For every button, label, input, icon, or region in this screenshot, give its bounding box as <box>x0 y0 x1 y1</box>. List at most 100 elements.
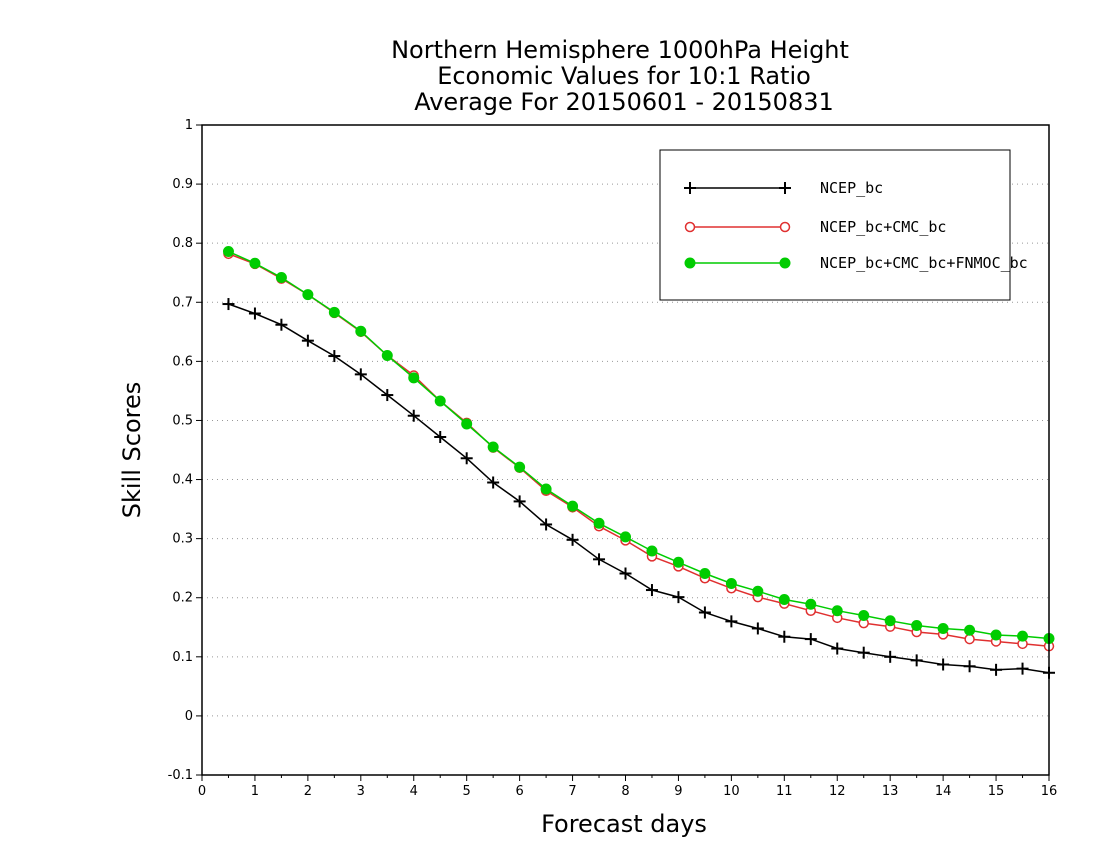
data-point <box>698 606 711 619</box>
data-point <box>990 629 1002 641</box>
data-point <box>752 585 764 597</box>
data-point <box>593 553 606 566</box>
legend-marker <box>684 221 696 233</box>
data-point <box>858 609 870 621</box>
data-point <box>487 441 499 453</box>
data-point <box>407 409 420 422</box>
legend-box <box>659 149 1011 301</box>
y-tick-label: 0 <box>185 709 193 724</box>
data-point <box>434 395 446 407</box>
data-point <box>672 556 684 568</box>
x-tick-label: 12 <box>829 784 846 799</box>
y-tick-label: 1 <box>185 118 193 133</box>
data-point <box>1017 630 1029 642</box>
plot-frame <box>201 124 1050 776</box>
y-tick-label: 0.3 <box>172 532 193 547</box>
data-point <box>567 500 579 512</box>
y-tick-label: 0.4 <box>172 473 193 488</box>
x-tick-label: 13 <box>882 784 899 799</box>
chart-title-line-3: Average For 20150601 - 20150831 <box>414 88 834 116</box>
y-tick-label: 0.1 <box>172 650 193 665</box>
data-point <box>302 289 314 301</box>
x-tick-label: 0 <box>198 784 206 799</box>
y-tick-label: 0.2 <box>172 591 193 606</box>
data-point <box>699 568 711 579</box>
data-point <box>778 630 791 643</box>
data-point <box>619 567 632 580</box>
x-tick-label: 11 <box>776 784 793 799</box>
x-axis-label: Forecast days <box>541 810 707 838</box>
data-point <box>381 389 394 402</box>
data-point <box>540 483 552 495</box>
data-point <box>540 518 553 531</box>
data-point <box>248 307 261 320</box>
legend-entry: NCEP_bc+CMC_bc <box>684 218 946 236</box>
data-point <box>805 598 817 610</box>
x-tick-label: 14 <box>935 784 952 799</box>
data-point <box>804 633 817 646</box>
x-tick-label: 15 <box>988 784 1005 799</box>
x-tick-label: 7 <box>568 784 576 799</box>
data-point <box>275 318 288 331</box>
data-point <box>964 624 976 636</box>
y-axis-label: Skill Scores <box>118 382 146 519</box>
series-line <box>228 250 1050 640</box>
data-point <box>831 642 844 655</box>
plot-series <box>222 245 1055 679</box>
axis-ticks: -0.100.10.20.30.40.50.60.70.80.910 1 2 3 4 5 6… <box>168 118 1058 799</box>
legend-marker <box>779 257 791 269</box>
data-point <box>354 368 367 381</box>
data-point <box>884 615 896 627</box>
chart-title-line-1: Northern Hemisphere 1000hPa Height <box>391 36 849 64</box>
series-line <box>228 253 1050 647</box>
series-0 <box>222 298 1055 679</box>
data-point <box>381 349 393 361</box>
data-point <box>990 663 1003 676</box>
data-point <box>646 545 658 557</box>
data-point <box>514 461 526 473</box>
legend-label: NCEP_bc+CMC_bc+FNMOC_bc <box>820 254 1028 272</box>
data-point <box>513 495 526 508</box>
legend-marker <box>779 182 791 194</box>
x-tick-label: 3 <box>357 784 365 799</box>
data-point <box>831 605 843 617</box>
data-point <box>911 620 923 631</box>
data-point <box>487 476 500 489</box>
x-tick-label: 2 <box>304 784 312 799</box>
x-tick-label: 1 <box>251 784 259 799</box>
data-point <box>910 654 923 667</box>
data-point <box>593 517 605 529</box>
data-point <box>725 615 738 628</box>
y-tick-label: 0.6 <box>172 354 193 369</box>
data-point <box>328 306 340 318</box>
legend-entry: NCEP_bc+CMC_bc+FNMOC_bc <box>684 254 1028 272</box>
data-point <box>725 578 737 590</box>
legend-marker <box>779 221 791 233</box>
data-point <box>222 245 234 257</box>
y-tick-label: 0.7 <box>172 295 193 310</box>
data-point <box>1016 662 1029 675</box>
data-point <box>937 622 949 634</box>
data-point <box>328 350 341 363</box>
data-point <box>249 257 261 269</box>
data-point <box>355 325 367 337</box>
data-point <box>620 531 631 543</box>
series-line <box>228 303 1050 674</box>
data-point <box>778 594 790 605</box>
data-point <box>408 372 420 384</box>
chart-title: Northern Hemisphere 1000hPa Height Econo… <box>391 36 849 116</box>
x-tick-label: 5 <box>463 784 471 799</box>
data-point <box>222 298 235 311</box>
y-tick-label: -0.1 <box>168 768 193 783</box>
data-point <box>461 418 473 430</box>
x-tick-label: 9 <box>674 784 682 799</box>
y-tick-label: 0.8 <box>172 236 193 251</box>
x-tick-label: 10 <box>723 784 740 799</box>
data-point <box>672 591 685 604</box>
x-tick-label: 16 <box>1041 784 1058 799</box>
data-point <box>645 584 658 597</box>
data-point <box>301 334 314 347</box>
x-tick-label: 6 <box>515 784 523 799</box>
chart-title-line-2: Economic Values for 10:1 Ratio <box>437 62 811 90</box>
y-tick-label: 0.9 <box>172 177 193 192</box>
